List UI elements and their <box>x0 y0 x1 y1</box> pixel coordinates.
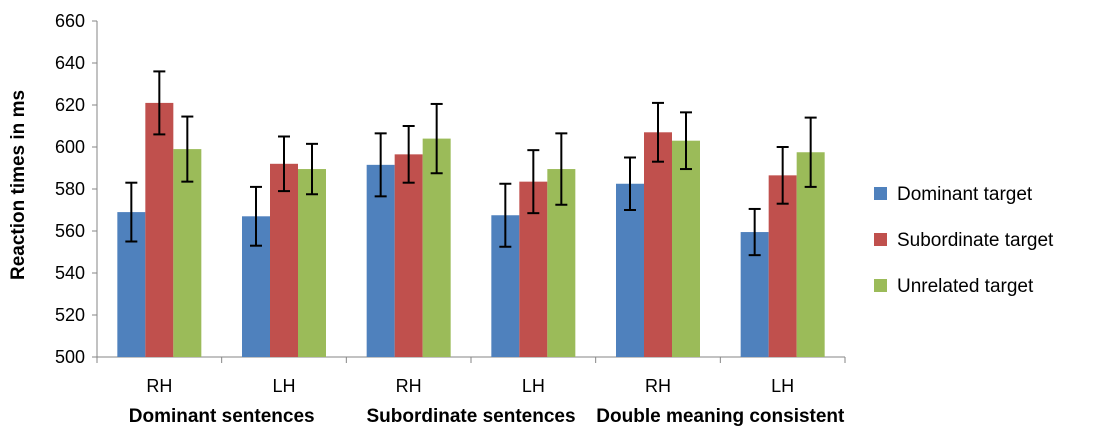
group-labels: Dominant sentences Subordinate sentences D… <box>129 406 845 427</box>
bar-unrelated-target <box>672 140 700 357</box>
legend-swatch <box>874 279 887 292</box>
legend-swatch <box>874 233 887 246</box>
group-label: Dominant sentences <box>129 406 315 427</box>
x-tick-label: RH <box>146 376 172 396</box>
x-tick-labels: RH LH RH LH RH LH <box>146 376 794 396</box>
y-tick-label: 540 <box>55 263 85 283</box>
y-tick-label: 560 <box>55 221 85 241</box>
error-bars <box>125 70 817 257</box>
y-tick-label: 660 <box>55 11 85 31</box>
axes: 500 520 540 560 580 600 620 640 660 <box>55 11 846 367</box>
x-tick-label: RH <box>645 376 671 396</box>
bar-unrelated-target <box>422 138 451 357</box>
y-tick-label: 600 <box>55 137 85 157</box>
y-tick-label: 580 <box>55 179 85 199</box>
x-tick-label: LH <box>272 376 295 396</box>
x-tick-label: LH <box>522 376 545 396</box>
legend-label: Subordinate target <box>897 230 1054 251</box>
bar-subordinate-target <box>145 102 174 358</box>
bar-unrelated-target <box>173 149 202 357</box>
bar-subordinate-target <box>768 175 797 357</box>
legend: Dominant target Subordinate target Unrelat… <box>874 184 1054 297</box>
bar-unrelated-target <box>298 169 326 357</box>
group-label: Double meaning consistent <box>596 406 845 427</box>
legend-label: Unrelated target <box>897 276 1034 297</box>
group-label: Subordinate sentences <box>366 406 575 427</box>
y-axis-label: Reaction times in ms <box>8 90 29 280</box>
y-tick-label: 520 <box>55 305 85 325</box>
bar-dominant-target <box>616 183 644 357</box>
bar-subordinate-target <box>394 154 423 357</box>
x-tick-label: LH <box>771 376 794 396</box>
bars <box>117 102 825 358</box>
y-tick-label: 500 <box>55 347 85 367</box>
legend-swatch <box>874 187 887 200</box>
x-tick-label: RH <box>396 376 422 396</box>
y-tick-label: 620 <box>55 95 85 115</box>
y-tick-label: 640 <box>55 53 85 73</box>
bar-subordinate-target <box>270 163 298 357</box>
bar-subordinate-target <box>644 132 672 357</box>
legend-label: Dominant target <box>897 184 1033 205</box>
